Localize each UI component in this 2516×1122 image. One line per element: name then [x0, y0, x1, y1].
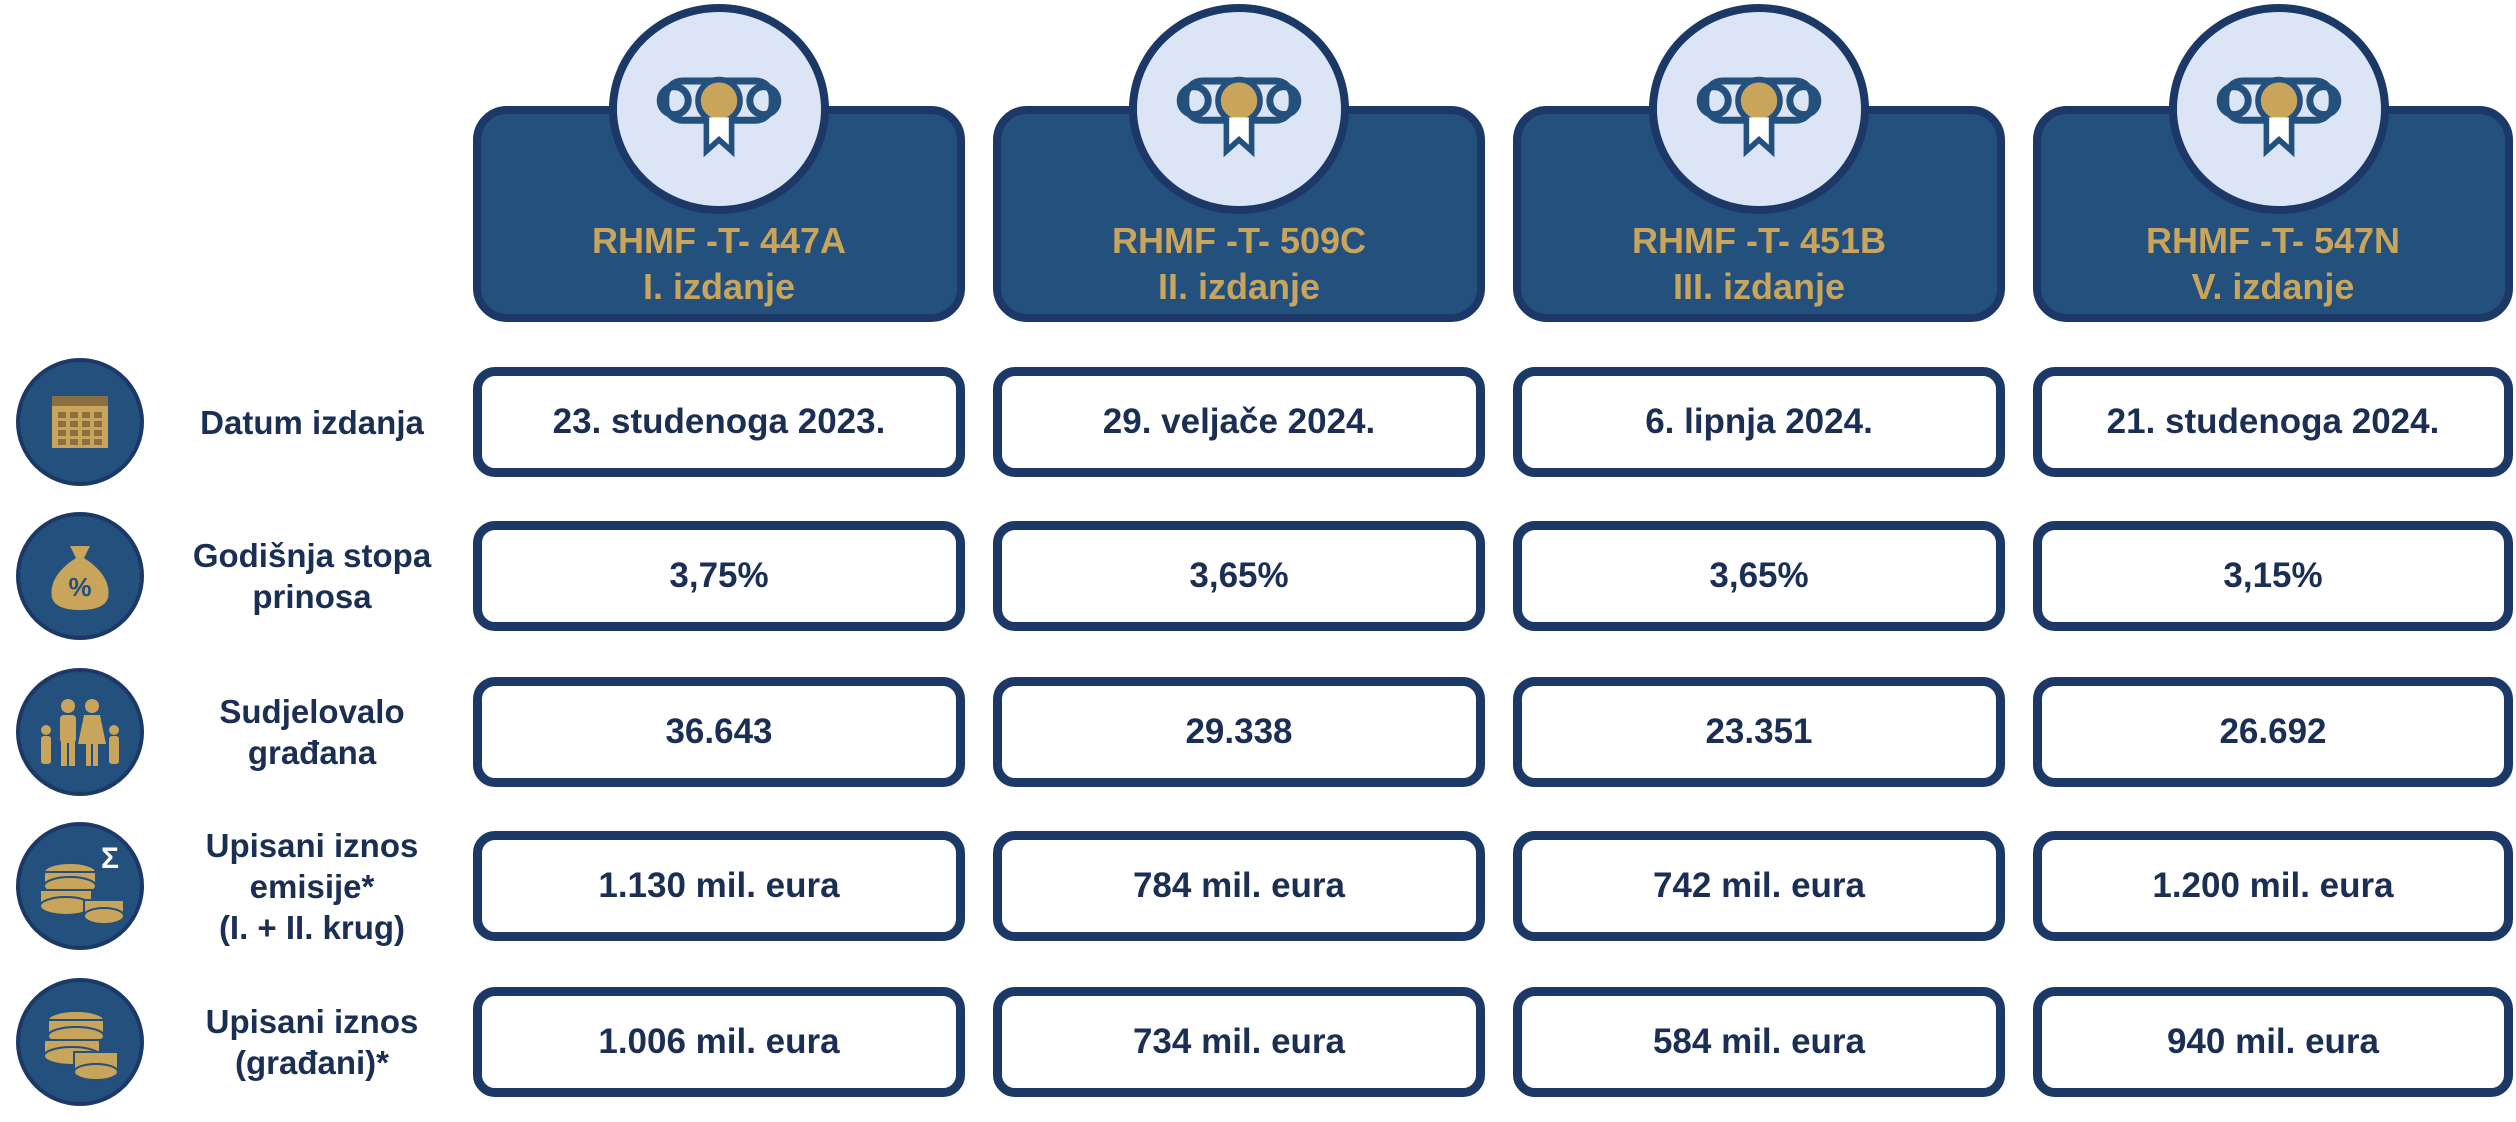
header-card [2033, 106, 2513, 322]
header-icon [1129, 4, 1349, 214]
value-cell: 584 mil. eura [1513, 987, 2005, 1097]
value-text: 742 mil. eura [1652, 866, 1866, 905]
row-icon-graphic [52, 396, 108, 448]
value-cell: 29. veljače 2024. [993, 367, 1485, 477]
row-label: Upisani iznos (građani)* [172, 962, 452, 1122]
row-label: Sudjelovalo građana [172, 652, 452, 812]
label-line: Upisani iznos [205, 1003, 419, 1040]
row-icon-graphic [43, 1010, 119, 1081]
value-cell: 3,75% [473, 521, 965, 631]
value-text: 784 mil. eura [1132, 866, 1346, 905]
value-cell: 6. lipnja 2024. [1513, 367, 2005, 477]
label-line: Godišnja stopa [192, 537, 432, 574]
row-label: Upisani iznos emisije* (I. + II. krug) [172, 806, 452, 966]
row-icon: Σ [16, 822, 144, 950]
value-text: 734 mil. eura [1132, 1022, 1346, 1061]
icon-symbol: % [68, 572, 91, 602]
diploma-icon [1696, 76, 1822, 158]
row-icon-graphic: Σ [39, 842, 125, 925]
value-text: 23. studenoga 2023. [552, 402, 886, 441]
value-cell: 734 mil. eura [993, 987, 1485, 1097]
diploma-icon [1176, 76, 1302, 158]
series-code: RHMF -T- 451B [1631, 220, 1887, 261]
header-text: RHMF -T- 451B III. izdanje [1513, 218, 2005, 310]
row-icon-graphic [41, 699, 119, 766]
icon-symbol: Σ [101, 842, 119, 875]
row-icon-graphic: % [51, 546, 109, 610]
value-text: 26.692 [2219, 712, 2327, 751]
value-text: 1.200 mil. eura [2152, 866, 2394, 905]
row-label: Datum izdanja [172, 342, 452, 502]
label-line: Upisani iznos [205, 826, 419, 864]
value-text: 6. lipnja 2024. [1645, 402, 1873, 441]
value-text: 1.130 mil. eura [598, 866, 840, 905]
series-code: RHMF -T- 547N [2145, 220, 2401, 261]
value-cell: 23.351 [1513, 677, 2005, 787]
value-text: 29.338 [1185, 712, 1293, 751]
value-cell: 3,65% [1513, 521, 2005, 631]
row-icon: % [16, 512, 144, 640]
value-cell: 784 mil. eura [993, 831, 1485, 941]
value-text: 1.006 mil. eura [598, 1022, 840, 1061]
edition: III. izdanje [1672, 266, 1846, 307]
value-text: 21. studenoga 2024. [2106, 402, 2440, 441]
label-line: Datum izdanja [200, 403, 424, 441]
value-text: 3,65% [1189, 556, 1289, 595]
row-icon [16, 978, 144, 1106]
header-icon [609, 4, 829, 214]
series-code: RHMF -T- 509C [1111, 220, 1367, 261]
label-line: emisije* [249, 867, 375, 905]
value-text: 3,75% [669, 556, 769, 595]
diploma-icon [2216, 76, 2342, 158]
value-text: 3,65% [1709, 556, 1809, 595]
series-code: RHMF -T- 447A [591, 220, 847, 261]
header-icon [1649, 4, 1869, 214]
value-cell: 1.130 mil. eura [473, 831, 965, 941]
label-line: prinosa [252, 578, 372, 615]
header-text: RHMF -T- 509C II. izdanje [993, 218, 1485, 310]
row-icon [16, 668, 144, 796]
header-icon [2169, 4, 2389, 214]
value-cell: 36.643 [473, 677, 965, 787]
row-label: Godišnja stopa prinosa [172, 496, 452, 656]
edition: V. izdanje [2191, 266, 2355, 307]
value-text: 940 mil. eura [2166, 1022, 2380, 1061]
value-cell: 21. studenoga 2024. [2033, 367, 2513, 477]
value-cell: 940 mil. eura [2033, 987, 2513, 1097]
label-line: građana [247, 734, 377, 771]
edition: II. izdanje [1157, 266, 1321, 307]
value-text: 36.643 [665, 712, 773, 751]
value-cell: 1.006 mil. eura [473, 987, 965, 1097]
header-text: RHMF -T- 547N V. izdanje [2033, 218, 2513, 310]
value-cell: 3,15% [2033, 521, 2513, 631]
value-cell: 23. studenoga 2023. [473, 367, 965, 477]
row-icon [16, 358, 144, 486]
value-cell: 3,65% [993, 521, 1485, 631]
value-cell: 29.338 [993, 677, 1485, 787]
value-text: 584 mil. eura [1652, 1022, 1866, 1061]
value-text: 3,15% [2223, 556, 2323, 595]
value-cell: 742 mil. eura [1513, 831, 2005, 941]
value-cell: 26.692 [2033, 677, 2513, 787]
value-cell: 1.200 mil. eura [2033, 831, 2513, 941]
label-line: (I. + II. krug) [218, 908, 406, 946]
value-text: 23.351 [1705, 712, 1813, 751]
diploma-icon [656, 76, 782, 158]
value-text: 29. veljače 2024. [1102, 402, 1376, 441]
header-text: RHMF -T- 447A I. izdanje [473, 218, 965, 310]
label-line: (građani)* [234, 1044, 389, 1081]
label-line: Sudjelovalo [219, 693, 405, 730]
edition: I. izdanje [642, 266, 796, 307]
